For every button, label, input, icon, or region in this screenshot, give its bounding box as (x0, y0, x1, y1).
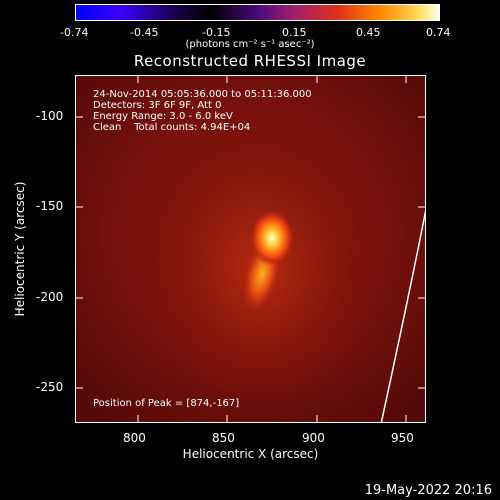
info-clean: Clean Total counts: 4.94E+04 (93, 122, 251, 133)
info-time-range: 24-Nov-2014 05:05:36.000 to 05:11:36.000 (93, 89, 312, 100)
info-peak: Position of Peak = [874,-167] (93, 398, 240, 409)
colorbar-tick: 0.45 (356, 26, 381, 39)
colorbar (75, 4, 440, 21)
y-tick-label: -200 (36, 290, 64, 304)
info-detectors: Detectors: 3F 6F 9F, Att 0 (93, 100, 222, 111)
x-tick-label: 900 (302, 431, 325, 445)
info-energy: Energy Range: 3.0 - 6.0 keV (93, 111, 233, 122)
y-axis-title: Heliocentric Y (arcsec) (13, 181, 27, 317)
colorbar-tick: 0.74 (426, 26, 451, 39)
footer-date: 19-May-2022 20:16 (364, 483, 492, 498)
y-tick-label: -150 (36, 199, 64, 213)
colorbar-tick: -0.45 (130, 26, 159, 39)
colorbar-units: (photons cm⁻² s⁻¹ asec⁻²) (185, 39, 315, 50)
colorbar-tick: -0.15 (202, 26, 231, 39)
x-tick-label: 850 (212, 431, 235, 445)
image-plot-area: 24-Nov-2014 05:05:36.000 to 05:11:36.000… (75, 75, 426, 423)
x-axis-title: Heliocentric X (arcsec) (182, 447, 319, 461)
colorbar-tick: 0.15 (282, 26, 307, 39)
x-tick-label: 950 (391, 431, 414, 445)
colorbar-tick: -0.74 (60, 26, 89, 39)
y-tick-label: -100 (36, 109, 64, 123)
solar-limb-line (380, 210, 425, 422)
plot-title: Reconstructed RHESSI Image (133, 52, 367, 70)
y-tick-label: -250 (36, 380, 64, 394)
x-tick-label: 800 (123, 431, 146, 445)
rhessi-image (76, 76, 425, 422)
